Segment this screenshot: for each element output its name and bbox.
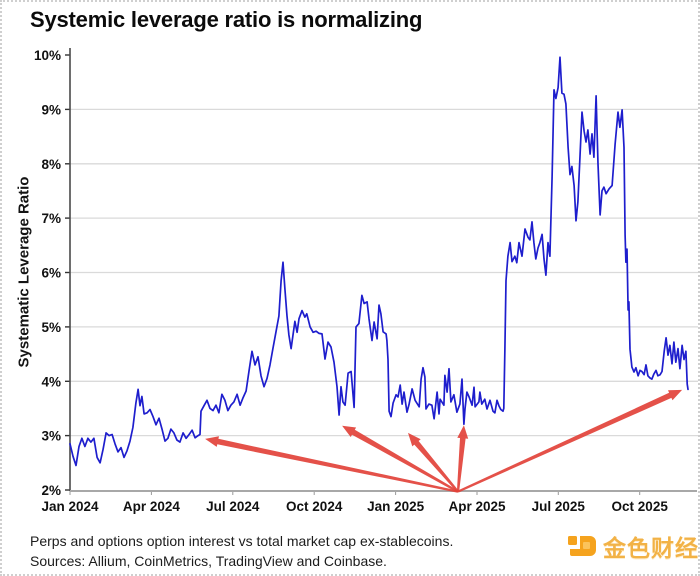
- y-tick-label: 6%: [41, 266, 61, 281]
- chart-sources: Sources: Allium, CoinMetrics, TradingVie…: [30, 553, 387, 569]
- y-tick-label: 2%: [41, 483, 61, 498]
- x-tick-label: Apr 2025: [448, 499, 506, 514]
- x-tick-label: Oct 2025: [612, 499, 669, 514]
- chart-title: Systemic leverage ratio is normalizing: [30, 7, 423, 32]
- annotation-arrow: [408, 432, 459, 493]
- annotation-arrow: [205, 436, 459, 493]
- leverage-ratio-chart: 2% 3% 4% 5% 6% 7% 8% 9% 10% Jan 2024 Apr 2024 Jul 2…: [34, 48, 698, 514]
- leverage-ratio-line: [69, 56, 689, 467]
- y-tick-label: 10%: [34, 48, 61, 63]
- x-tick-label: Jul 2024: [206, 499, 260, 514]
- jinse-finance-logo-icon: [568, 535, 596, 556]
- chart-footnote: Perps and options option interest vs tot…: [30, 533, 454, 549]
- annotation-arrow: [457, 389, 683, 493]
- x-tick-label: Apr 2024: [123, 499, 181, 514]
- watermark-brand-text: 金色财经: [603, 535, 699, 561]
- x-tick-label: Jan 2025: [367, 499, 425, 514]
- y-tick-label: 4%: [41, 374, 61, 389]
- y-tick-label: 7%: [41, 211, 61, 226]
- y-tick-label: 9%: [41, 102, 61, 117]
- y-tick-label: 3%: [41, 429, 61, 444]
- y-tick-label: 8%: [41, 157, 61, 172]
- x-tick-label: Oct 2024: [286, 499, 343, 514]
- y-tick-label: 5%: [41, 320, 61, 335]
- x-tick-label: Jan 2024: [41, 499, 99, 514]
- watermark: 金色财经: [566, 529, 699, 563]
- annotation-arrow: [342, 425, 459, 493]
- x-tick-label: Jul 2025: [532, 499, 586, 514]
- annotation-arrow: [456, 425, 469, 492]
